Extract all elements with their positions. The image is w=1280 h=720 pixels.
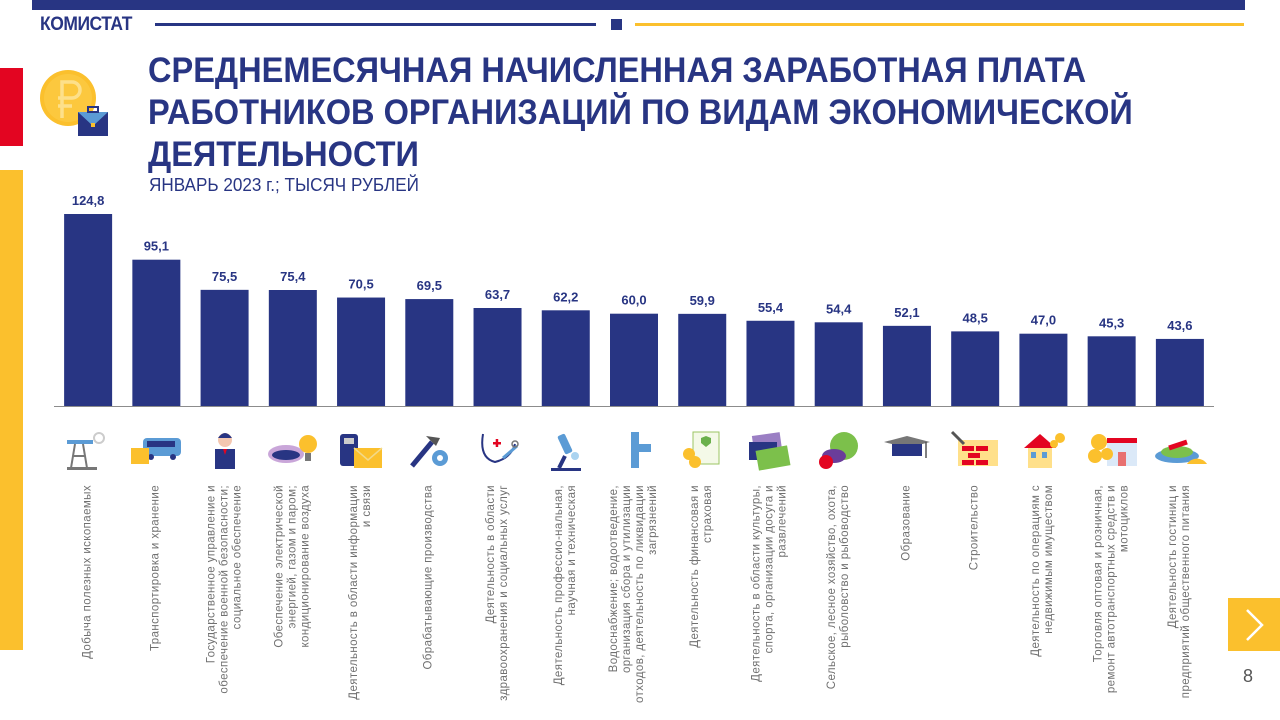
bar — [1087, 336, 1136, 406]
data-label: 48,5 — [963, 310, 988, 325]
header-rule-blue — [155, 23, 596, 26]
bus-cargo-icon — [127, 426, 185, 474]
data-label: 63,7 — [485, 287, 510, 302]
bar — [405, 299, 454, 406]
category-label-text: Добыча полезных ископаемых — [81, 485, 94, 659]
category-label-text: Обрабатывающие производства — [422, 485, 435, 670]
page-subtitle: ЯНВАРЬ 2023 г.; ТЫСЯЧ РУБЛЕЙ — [149, 175, 419, 195]
tickets-icon — [741, 426, 799, 474]
category-label-text: Транспортировка и хранение — [149, 485, 162, 651]
category-label-text: Деятельность по операциям с недвижимым и… — [1030, 485, 1056, 657]
category-label: Образование — [874, 484, 940, 706]
data-label: 75,5 — [212, 269, 237, 284]
side-accent-red — [0, 68, 23, 146]
category-label: Государственное управление и обеспечение… — [192, 484, 258, 706]
category-label-text: Деятельность в области информации и связ… — [348, 485, 374, 700]
category-label-text: Торговля оптовая и розничная, ремонт авт… — [1092, 485, 1131, 694]
category-label-text: Деятельность в области культуры, спорта,… — [750, 485, 789, 682]
header-rule-yellow — [635, 23, 1244, 26]
oil-pump-icon — [59, 426, 117, 474]
bar — [64, 214, 113, 406]
page-number: 8 — [1243, 666, 1254, 686]
bar — [1155, 338, 1204, 406]
bar — [882, 325, 931, 406]
bar — [541, 310, 590, 406]
data-label: 60,0 — [621, 293, 646, 308]
official-person-icon — [196, 426, 254, 474]
bar — [473, 308, 522, 406]
category-label: Деятельность гостиниц и предприятий обще… — [1147, 484, 1213, 706]
data-label: 75,4 — [280, 269, 306, 284]
category-label-text: Строительство — [968, 485, 981, 571]
data-label: 54,4 — [826, 301, 852, 316]
category-label: Деятельность в области информации и связ… — [328, 484, 394, 706]
bar — [678, 313, 727, 406]
data-label: 62,2 — [553, 289, 578, 304]
data-label: 59,9 — [690, 293, 715, 308]
document-coins-icon — [673, 426, 731, 474]
brick-wall-icon — [946, 426, 1004, 474]
category-label: Обеспечение электрической энергией, газо… — [260, 484, 326, 706]
data-label: 70,5 — [348, 277, 373, 292]
bar — [200, 289, 249, 406]
ruble-coin-briefcase-icon — [40, 70, 108, 136]
category-label: Транспортировка и хранение — [123, 484, 189, 706]
vegetables-icon — [810, 426, 868, 474]
shop-coins-icon — [1083, 426, 1141, 474]
category-label: Деятельность профессио-нальная, научная … — [533, 484, 599, 706]
bar — [337, 297, 386, 406]
category-label-text: Деятельность профессио-нальная, научная … — [552, 485, 578, 686]
category-label: Деятельность по операциям с недвижимым и… — [1010, 484, 1076, 706]
stethoscope-syringe-icon — [469, 426, 527, 474]
category-label-text: Государственное управление и обеспечение… — [205, 485, 244, 694]
category-label: Строительство — [942, 484, 1008, 706]
category-label-text: Образование — [900, 485, 913, 561]
category-label-text: Деятельность гостиниц и предприятий обще… — [1166, 485, 1192, 699]
category-label-text: Деятельность финансовая и страховая — [689, 485, 715, 648]
bar — [610, 313, 658, 406]
top-bar — [32, 0, 1245, 10]
data-label: 45,3 — [1099, 315, 1124, 330]
category-label: Обрабатывающие производства — [396, 484, 462, 706]
page-title: СРЕДНЕМЕСЯЧНАЯ НАЧИСЛЕННАЯ ЗАРАБОТНАЯ ПЛ… — [148, 51, 1133, 174]
bar — [951, 331, 1000, 406]
data-label: 43,6 — [1167, 318, 1192, 333]
side-accent-yellow — [0, 170, 23, 650]
category-label-text: Водоснабжение; водоотведение, организаци… — [608, 485, 659, 703]
hammer-gear-icon — [400, 426, 458, 474]
data-label: 124,8 — [72, 193, 105, 208]
data-label: 47,0 — [1031, 313, 1056, 328]
data-label: 52,1 — [894, 305, 919, 320]
data-label: 69,5 — [417, 278, 442, 293]
category-label: Торговля оптовая и розничная, ремонт авт… — [1079, 484, 1145, 706]
data-label: 55,4 — [758, 300, 784, 315]
bar — [268, 290, 317, 406]
gas-lightbulb-icon — [264, 426, 322, 474]
category-label: Водоснабжение; водоотведение, организаци… — [601, 484, 667, 706]
category-label: Сельское, лесное хозяйство, охота, рыбол… — [806, 484, 872, 706]
food-dish-icon — [1151, 426, 1209, 474]
microscope-icon — [537, 426, 595, 474]
category-label: Деятельность финансовая и страховая — [669, 484, 735, 706]
water-pipe-icon — [605, 426, 663, 474]
category-label-text: Обеспечение электрической энергией, газо… — [273, 485, 312, 648]
header-rule-square — [611, 19, 622, 30]
phone-envelope-icon — [332, 426, 390, 474]
brand-name: КОМИСТАТ — [40, 14, 132, 35]
next-slide-button[interactable] — [1228, 598, 1280, 651]
category-label: Добыча полезных ископаемых — [55, 484, 121, 706]
house-coins-icon — [1014, 426, 1072, 474]
graduation-cap-icon — [878, 426, 936, 474]
category-label: Деятельность в области здравоохранения и… — [465, 484, 531, 706]
bar — [1019, 333, 1068, 406]
category-label-text: Сельское, лесное хозяйство, охота, рыбол… — [825, 485, 851, 690]
bar — [814, 322, 863, 406]
bar — [132, 259, 181, 406]
category-label: Деятельность в области культуры, спорта,… — [737, 484, 803, 706]
bar — [746, 320, 795, 406]
category-label-text: Деятельность в области здравоохранения и… — [484, 485, 510, 701]
data-label: 95,1 — [144, 239, 169, 254]
chevron-right-icon — [1246, 608, 1264, 641]
